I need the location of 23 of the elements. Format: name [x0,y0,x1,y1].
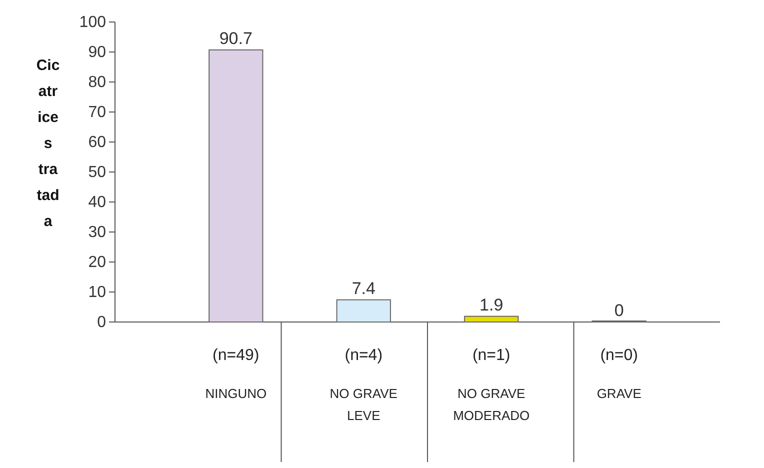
data-label: 1.9 [480,295,504,314]
y-tick-label: 90 [88,44,106,62]
bar [336,299,391,322]
bar [464,316,519,322]
y-tick-label: 80 [88,74,106,92]
category-label: (n=0) GRAVE [596,347,642,401]
category-label: (n=4) NO GRAVE LEVE [330,347,398,423]
y-tick-label: 50 [88,164,106,182]
bar [208,49,264,322]
y-tick-label: 10 [88,284,106,302]
y-tick-label: 60 [88,134,106,152]
y-tick-label: 70 [88,104,106,122]
data-label: 7.4 [352,278,376,298]
data-label: 90.7 [219,28,252,48]
y-axis-title: Cicatrices tratada [36,57,60,230]
y-tick-label: 40 [88,194,106,212]
y-tick-label: 100 [79,14,106,32]
category-label: (n=1) NO GRAVE MODERADO [453,347,530,423]
category-label: (n=49) NINGUNO [205,347,267,401]
data-label: 0 [614,301,624,320]
y-tick-label: 30 [88,224,106,242]
y-tick-label: 0 [97,314,106,332]
y-tick-label: 20 [88,254,106,272]
